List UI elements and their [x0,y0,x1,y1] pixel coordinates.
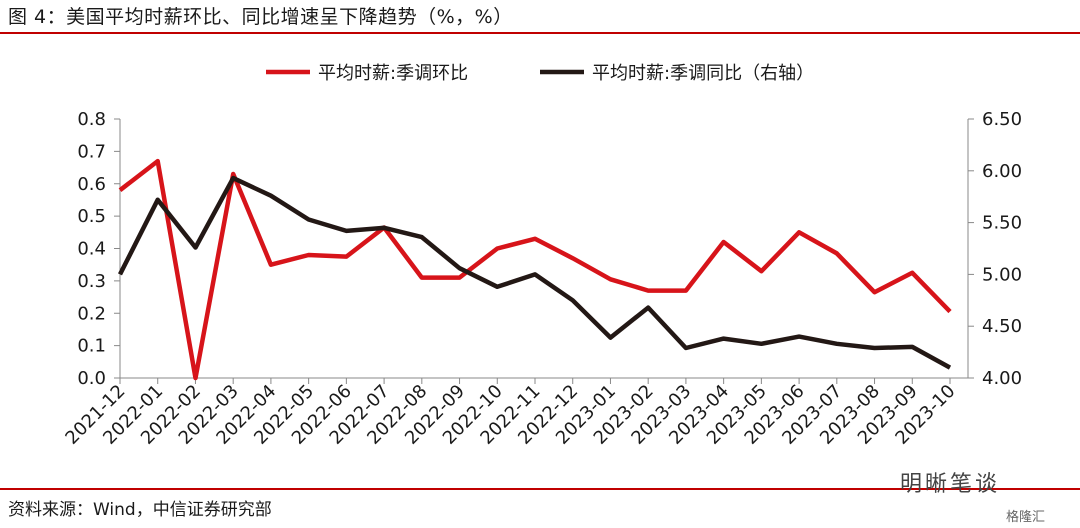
y-left-tick-label: 0.8 [77,109,106,130]
legend-label-2: 平均时薪:季调同比（右轴） [592,63,814,84]
y-right-tick-label: 4.00 [982,368,1022,389]
y-left-tick-label: 0.5 [77,206,106,227]
line-chart: 平均时薪:季调环比 平均时薪:季调同比（右轴） 0.00.10.20.30.40.… [61,63,1022,449]
y-right-axis: 4.00 4.50 5.00 5.50 6.00 6.50 [968,109,1022,389]
y-left-tick-label: 0.7 [77,141,106,162]
title-divider [0,32,1080,34]
y-right-tick-label: 5.50 [982,213,1022,234]
y-left-tick-label: 0.1 [77,336,106,357]
y-left-tick-label: 0.0 [77,368,106,389]
y-left-tick-label: 0.4 [77,239,106,260]
axes [119,119,969,379]
footer-divider [0,488,1080,490]
series-line-1 [118,158,952,381]
y-right-tick-label: 6.00 [982,161,1022,182]
source-note: 资料来源：Wind，中信证券研究部 [8,500,272,520]
watermark-account: 明晰笔谈 [900,472,1001,497]
legend-label-1: 平均时薪:季调环比 [318,63,468,84]
y-left-axis: 0.0 0.1 0.2 0.3 0.4 0.5 0.6 0.7 0.8 [77,109,120,389]
y-left-tick-label: 0.3 [77,271,106,292]
series-layer [117,158,952,381]
watermark-site: 格隆汇 [1006,510,1046,525]
y-right-tick-label: 6.50 [982,109,1022,130]
y-right-tick-label: 5.00 [982,264,1022,285]
chart-title: 图 4：美国平均时薪环比、同比增速呈下降趋势（%，%） [8,6,513,28]
x-axis: 2021-122022-012022-022022-032022-042022-… [61,378,960,449]
y-left-tick-label: 0.2 [77,303,106,324]
chart-legend: 平均时薪:季调环比 平均时薪:季调同比（右轴） [266,63,814,84]
y-right-tick-label: 4.50 [982,316,1022,337]
y-left-tick-label: 0.6 [77,174,106,195]
